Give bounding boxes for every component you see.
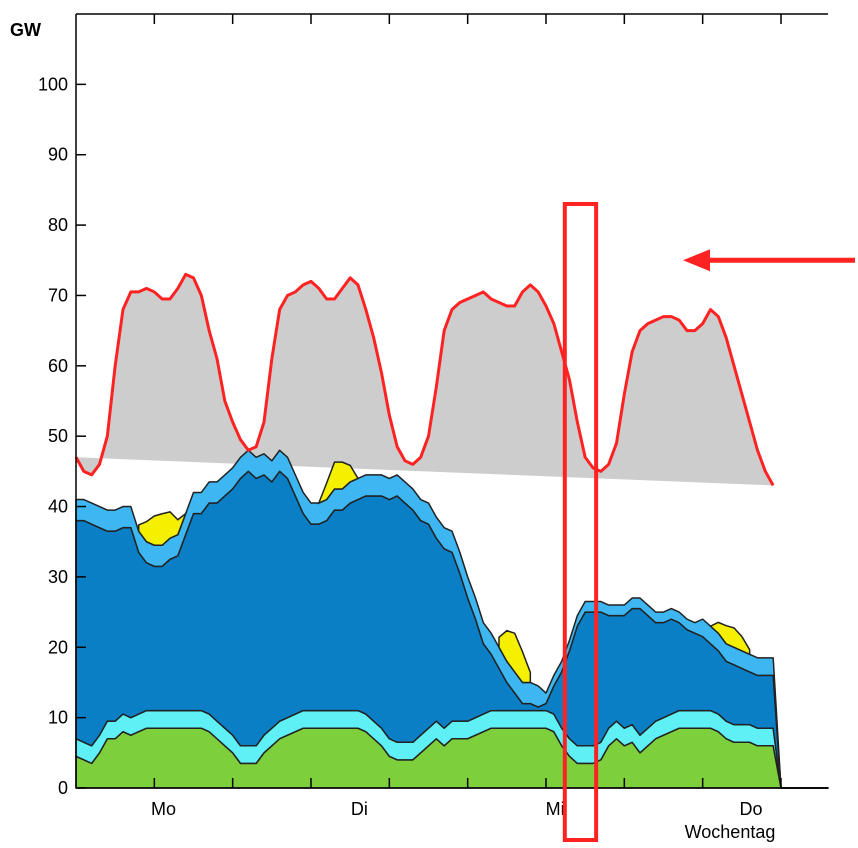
area-yellow-1 [317,461,360,505]
y-tick-label: 80 [48,215,68,235]
y-axis-unit: GW [10,20,41,40]
background-load-area [76,274,774,486]
area-yellow-0 [137,511,188,546]
y-tick-label: 0 [58,778,68,798]
y-tick-label: 40 [48,497,68,517]
y-tick-label: 10 [48,708,68,728]
x-axis-label: Wochentag [685,822,776,842]
x-category-label: Do [739,799,762,819]
highlight-box [562,201,599,842]
area-yellow-2 [498,629,532,684]
y-tick-label: 90 [48,145,68,165]
y-tick-label: 50 [48,426,68,446]
total-load-line [74,272,775,487]
annotation-overlay [562,201,855,842]
x-category-label: Mi [546,799,565,819]
y-tick-label: 30 [48,567,68,587]
x-category-label: Di [351,799,368,819]
total-line-group [74,272,775,487]
y-tick-label: 20 [48,637,68,657]
arrow-head [683,249,710,272]
y-tick-label: 70 [48,285,68,305]
stacked-areas [75,274,829,789]
y-tick-label: 60 [48,356,68,376]
x-category-label: Mo [151,799,176,819]
area-yellow-3 [709,621,751,656]
axes: 0 10 20 30 40 50 60 70 80 90 100 GW Mo Di Mi Do Wochenta… [10,13,828,842]
y-tick-label: 100 [38,74,68,94]
